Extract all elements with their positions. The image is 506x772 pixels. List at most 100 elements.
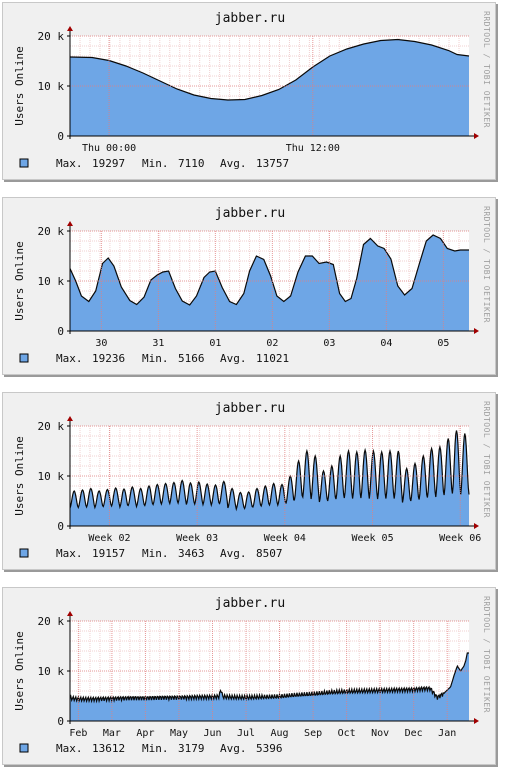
legend-max-value: 13612 (92, 742, 125, 755)
x-tick-label: Jan (438, 728, 456, 739)
series-area (70, 653, 469, 721)
series-area (70, 430, 469, 526)
legend-min-value: 3463 (178, 547, 205, 560)
series-line (69, 38, 470, 101)
chart-svg: jabber.ru Users Online RRDTOOL / TOBI OETI… (13, 11, 491, 170)
x-tick-label: 05 (437, 338, 449, 349)
chart-title: jabber.ru (215, 596, 285, 611)
y-axis-label: Users Online (13, 241, 26, 320)
x-tick-label: Feb (69, 728, 87, 739)
x-tick-label: Nov (371, 728, 389, 739)
legend-min-value: 7110 (178, 157, 205, 170)
y-axis-arrow (67, 221, 73, 226)
y-tick-label: 0 (57, 520, 64, 533)
x-tick-label: Week 05 (351, 533, 393, 544)
y-tick-label: 20 k (38, 615, 65, 628)
y-axis-label: Users Online (13, 631, 26, 710)
x-tick-label: Week 04 (264, 533, 306, 544)
watermark-text: RRDTOOL / TOBI OETIKER (482, 206, 491, 323)
y-tick-label: 10 k (38, 80, 65, 93)
y-tick-label: 10 k (38, 470, 65, 483)
legend-avg-label: Avg. (220, 742, 247, 755)
x-tick-label: May (170, 728, 188, 739)
y-axis-label: Users Online (13, 436, 26, 515)
x-tick-label: Week 02 (88, 533, 130, 544)
x-tick-label: Apr (136, 728, 154, 739)
x-tick-label: 03 (323, 338, 335, 349)
legend-max-label: Max. (56, 742, 83, 755)
y-tick-label: 10 k (38, 275, 65, 288)
legend-avg-label: Avg. (220, 547, 247, 560)
legend-min-value: 3179 (178, 742, 205, 755)
y-axis-arrow (67, 26, 73, 31)
y-tick-label: 10 k (38, 665, 65, 678)
x-tick-label: 02 (266, 338, 278, 349)
chart-svg: jabber.ru Users Online RRDTOOL / TOBI OETI… (13, 596, 491, 755)
y-tick-label: 20 k (38, 30, 65, 43)
x-tick-label: 30 (95, 338, 107, 349)
legend-avg-label: Avg. (220, 157, 247, 170)
legend-max-value: 19297 (92, 157, 125, 170)
series-line (69, 652, 469, 704)
chart-panel-month: jabber.ru Users Online RRDTOOL / TOBI OETI… (2, 392, 496, 570)
x-tick-label: Sep (304, 728, 322, 739)
legend-min-label: Min. (142, 742, 169, 755)
chart-title: jabber.ru (215, 206, 285, 221)
y-tick-label: 20 k (38, 225, 65, 238)
chart-panel-year: jabber.ru Users Online RRDTOOL / TOBI OETI… (2, 587, 496, 765)
x-tick-label: Oct (338, 728, 356, 739)
legend-max-value: 19236 (92, 352, 125, 365)
legend-avg-label: Avg. (220, 352, 247, 365)
legend-max-value: 19157 (92, 547, 125, 560)
x-tick-label: Mar (103, 728, 121, 739)
series-area (70, 235, 469, 331)
x-tick-label: 01 (209, 338, 221, 349)
legend-swatch (19, 743, 29, 753)
x-axis-arrow (474, 328, 479, 334)
x-tick-label: Thu 12:00 (286, 143, 340, 154)
x-tick-label: Jul (237, 728, 255, 739)
y-axis-arrow (67, 611, 73, 616)
x-tick-label: Aug (271, 728, 289, 739)
legend-swatch (19, 158, 29, 168)
x-tick-label: Jun (203, 728, 221, 739)
series-area (70, 39, 469, 136)
y-axis-arrow (67, 416, 73, 421)
chart-svg: jabber.ru Users Online RRDTOOL / TOBI OETI… (13, 401, 491, 560)
x-tick-label: Thu 00:00 (82, 143, 136, 154)
chart-panel-week: jabber.ru Users Online RRDTOOL / TOBI OETI… (2, 197, 496, 375)
y-axis-label: Users Online (13, 46, 26, 125)
legend-swatch (19, 353, 29, 363)
legend-swatch (19, 548, 29, 558)
y-tick-label: 0 (57, 715, 64, 728)
chart-panel-day: jabber.ru Users Online RRDTOOL / TOBI OETI… (2, 2, 496, 180)
x-tick-label: Week 03 (176, 533, 218, 544)
chart-title: jabber.ru (215, 401, 285, 416)
legend-max-label: Max. (56, 157, 83, 170)
legend-max-label: Max. (56, 547, 83, 560)
watermark-text: RRDTOOL / TOBI OETIKER (482, 11, 491, 128)
series-line (69, 234, 469, 306)
legend-avg-value: 5396 (256, 742, 283, 755)
x-tick-label: Dec (405, 728, 423, 739)
x-axis-arrow (474, 133, 479, 139)
y-tick-label: 0 (57, 130, 64, 143)
legend-min-label: Min. (142, 157, 169, 170)
legend-min-value: 5166 (178, 352, 205, 365)
watermark-text: RRDTOOL / TOBI OETIKER (482, 401, 491, 518)
legend-max-label: Max. (56, 352, 83, 365)
x-tick-label: 31 (152, 338, 164, 349)
legend-min-label: Min. (142, 352, 169, 365)
chart-title: jabber.ru (215, 11, 285, 26)
x-axis-arrow (474, 718, 479, 724)
x-tick-label: 04 (380, 338, 392, 349)
series-line (69, 430, 470, 512)
x-tick-label: Week 06 (439, 533, 481, 544)
x-axis-arrow (474, 523, 479, 529)
y-tick-label: 0 (57, 325, 64, 338)
legend-avg-value: 11021 (256, 352, 289, 365)
legend-avg-value: 13757 (256, 157, 289, 170)
legend-avg-value: 8507 (256, 547, 283, 560)
chart-svg: jabber.ru Users Online RRDTOOL / TOBI OETI… (13, 206, 491, 365)
legend-min-label: Min. (142, 547, 169, 560)
